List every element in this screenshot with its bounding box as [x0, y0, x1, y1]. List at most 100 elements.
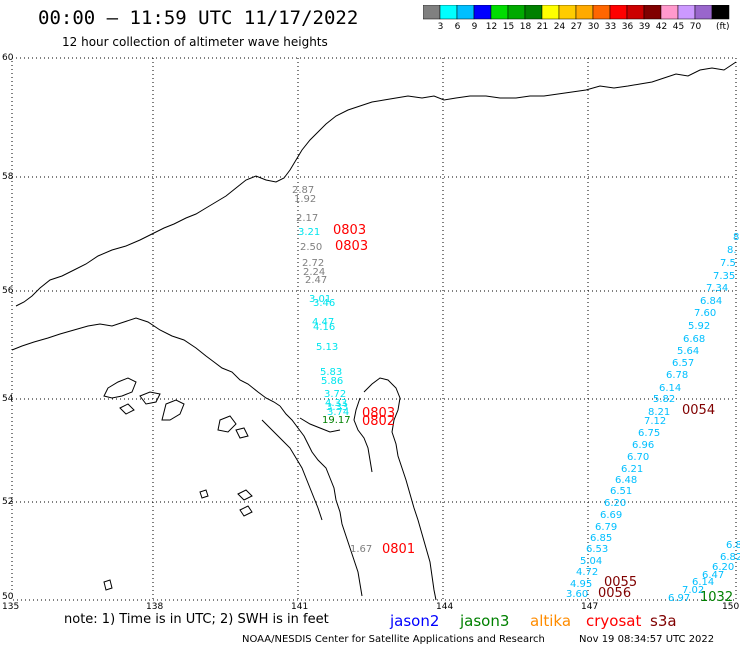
lon-label: 141	[291, 602, 309, 612]
wave-height-label: 4.16	[313, 322, 335, 333]
wave-height-label: 4.33	[325, 398, 347, 409]
legend-s3a: s3a	[650, 612, 677, 630]
colorbar-unit: (ft)	[716, 22, 730, 32]
lon-label: 135	[2, 602, 20, 612]
wave-height-label: 6.79	[595, 522, 617, 533]
page-subtitle: 12 hour collection of altimeter wave hei…	[62, 35, 328, 49]
wave-height-label: 6.82	[720, 552, 740, 563]
wave-height-label: 6.20	[712, 562, 734, 573]
coastline	[11, 61, 737, 601]
wave-height-label: 5.86	[321, 376, 343, 387]
wave-height-label: 6.69	[600, 510, 622, 521]
pass-time-label: 0055	[604, 575, 637, 590]
wave-height-label: 8.	[727, 245, 737, 256]
legend-jason2: jason2	[390, 612, 440, 630]
pass-time-label: 0803	[333, 223, 366, 238]
wave-height-label: 6.48	[615, 475, 637, 486]
colorbar-tick-label: 27	[570, 22, 583, 32]
wave-height-label: 7.34	[706, 283, 728, 294]
pass-time-label: 0803	[362, 406, 395, 421]
colorbar-tick-label: 30	[587, 22, 600, 32]
generated-timestamp: Nov 19 08:34:57 UTC 2022	[579, 634, 715, 645]
wave-height-label: 2.17	[296, 213, 318, 224]
lon-label: 144	[436, 602, 454, 612]
pass-time-label: 0054	[682, 403, 715, 418]
wave-height-label: 6.47	[702, 570, 724, 581]
wave-height-label: 2.47	[305, 275, 327, 286]
lat-label: 52	[2, 497, 14, 507]
colorbar-tick-label: 3	[437, 22, 444, 32]
wave-height-label: 6.51	[610, 486, 632, 497]
colorbar-tick-label: 42	[655, 22, 668, 32]
wave-height-label: 7.02	[682, 585, 704, 596]
wave-height-label: 3.01	[309, 294, 331, 305]
legend-jason3: jason3	[460, 612, 510, 630]
colorbar-swatch	[711, 5, 730, 20]
wave-height-label: 8.21	[648, 407, 670, 418]
wave-height-label: 3.74	[327, 407, 349, 418]
graticule	[12, 57, 736, 600]
lon-label: 147	[581, 602, 599, 612]
colorbar-tick-label: 18	[519, 22, 532, 32]
wave-height-label: 1.92	[294, 194, 316, 205]
wave-height-label: 5.82	[653, 394, 675, 405]
lat-label: 50	[2, 592, 14, 602]
colorbar-tick-label: 70	[689, 22, 702, 32]
wave-height-label: 19.17	[322, 415, 351, 426]
wave-height-label: 5.13	[316, 342, 338, 353]
pass-time-label: 0056	[598, 586, 631, 601]
wave-height-label: 2.87	[292, 185, 314, 196]
observation-labels: 2.871.92 2.17 3.21 0803 2.50 0803 2.722.242.47…	[292, 185, 740, 605]
wave-height-label: 6.85	[590, 533, 612, 544]
pass-time-label: 1032	[700, 590, 733, 605]
wave-height-label: 6.20	[604, 498, 626, 509]
wave-height-label: 7.5	[720, 258, 736, 269]
wave-height-label: 6.75	[638, 428, 660, 439]
wave-height-label: 6.21	[621, 464, 643, 475]
wave-height-label: 7.60	[694, 308, 716, 319]
wave-height-label: 4.47	[312, 317, 334, 328]
lat-label: 56	[2, 286, 14, 296]
colorbar-tick-label: 45	[672, 22, 685, 32]
wave-height-label: 4.95	[570, 579, 592, 590]
wave-height-label: 3.60	[566, 589, 588, 600]
pass-time-label: 0802	[362, 414, 395, 429]
wave-height-label: 3.33	[326, 402, 348, 413]
legend-cryosat: cryosat	[586, 612, 642, 630]
wave-height-label: 7.35	[713, 271, 735, 282]
wave-height-label: 5.92	[688, 321, 710, 332]
wave-height-label: 4.72	[576, 567, 598, 578]
colorbar-tick-label: 15	[502, 22, 515, 32]
units-note: note: 1) Time is in UTC; 2) SWH is in fe…	[64, 612, 329, 627]
colorbar-tick-label: 39	[638, 22, 651, 32]
pass-time-label: 0803	[335, 239, 368, 254]
legend-altika: altika	[530, 612, 572, 630]
wave-height-label: 6.14	[692, 577, 714, 588]
wave-height-label: 5.04	[580, 556, 602, 567]
wave-height-label: 5.83	[320, 367, 342, 378]
wave-height-label: 6.84	[700, 296, 722, 307]
colorbar-tick-label: 6	[454, 22, 461, 32]
wave-height-label: 6.96	[632, 440, 654, 451]
wave-height-label: 7.12	[644, 416, 666, 427]
wave-height-label: 3.72	[324, 389, 346, 400]
wave-height-label: 8	[733, 232, 739, 243]
colorbar-tick-label: 21	[536, 22, 549, 32]
lat-label: 54	[2, 394, 14, 404]
page-title: 00:00 – 11:59 UTC 11/17/2022	[38, 7, 359, 29]
colorbar-tick-label: 24	[553, 22, 566, 32]
wave-height-label: 5.64	[677, 346, 699, 357]
colorbar	[423, 5, 730, 20]
colorbar-tick-label: 33	[604, 22, 617, 32]
wave-height-label: 3.46	[313, 298, 335, 309]
wave-height-label: 3.21	[298, 227, 320, 238]
wave-height-label: 6.8	[726, 540, 740, 551]
lat-label: 60	[2, 53, 14, 63]
wave-height-label: 2.50	[300, 242, 322, 253]
pass-time-label: 0801	[382, 542, 415, 557]
lat-label: 58	[2, 172, 14, 182]
wave-height-label: 1.67	[350, 544, 372, 555]
colorbar-tick-label: 12	[485, 22, 498, 32]
